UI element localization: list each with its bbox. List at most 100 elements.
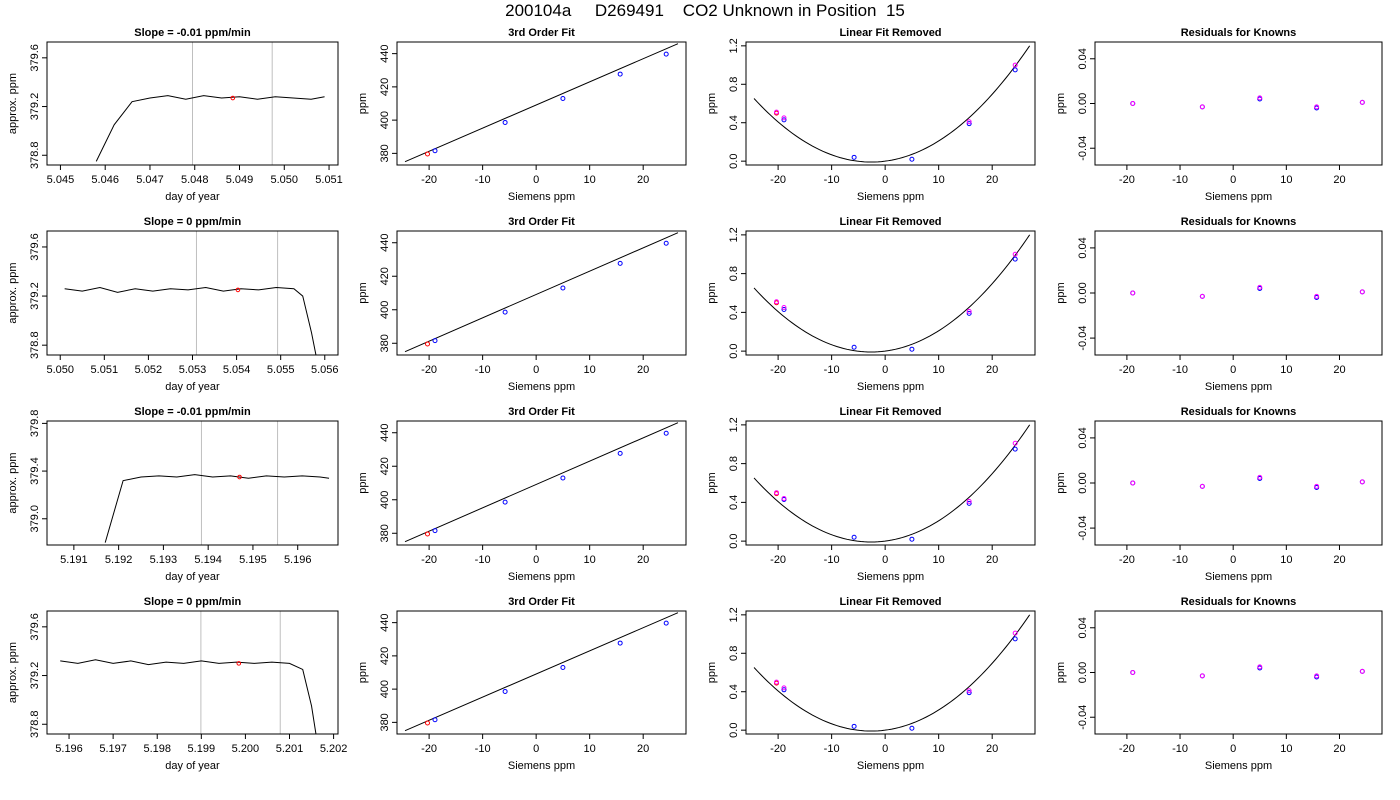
y-axis-label: approx. ppm [7, 642, 19, 703]
data-point [1012, 636, 1018, 642]
data-point [1314, 293, 1320, 299]
chart-title: Slope = 0 ppm/min [144, 216, 242, 228]
x-tick-label: 0 [533, 174, 539, 186]
data-point [1130, 101, 1136, 106]
fit-line [404, 422, 679, 543]
y-axis-label: ppm [706, 662, 718, 683]
x-tick-label: 5.056 [311, 364, 339, 376]
x-tick-label: 0 [533, 743, 539, 755]
plot-frame [1094, 230, 1383, 356]
y-tick-label: 0.0 [728, 723, 740, 738]
x-tick-label: 5.050 [46, 364, 74, 376]
data-point [1314, 483, 1320, 489]
data-point [663, 620, 669, 626]
data-point [774, 299, 780, 305]
x-tick-label: -10 [475, 554, 491, 566]
fit-curve [753, 424, 1031, 543]
x-tick-label: 5.051 [315, 174, 343, 186]
data-point [909, 156, 915, 162]
plot-frame [396, 610, 687, 735]
plot-frame [1094, 610, 1383, 735]
y-tick-label: 420 [379, 647, 391, 665]
chart-panel-16: Residuals for Knowns -20 -10 0 10 20 -0.04 0.00… [1055, 596, 1383, 772]
x-tick-label: 5.193 [150, 554, 178, 566]
y-axis-label: ppm [357, 282, 369, 303]
data-point [966, 690, 972, 696]
plot-frame [745, 230, 1036, 356]
data-line [104, 474, 330, 543]
y-tick-label: 379.6 [29, 613, 41, 641]
data-point [781, 687, 787, 693]
data-point [966, 498, 972, 504]
data-point [560, 665, 566, 671]
y-axis-label: ppm [1055, 93, 1067, 114]
data-point [1012, 446, 1018, 452]
data-point [781, 305, 787, 311]
x-tick-label: -10 [824, 364, 840, 376]
plot-frame [745, 420, 1036, 546]
x-tick-label: 5.198 [143, 743, 171, 755]
fit-line [404, 43, 679, 163]
y-tick-label: 400 [379, 301, 391, 319]
y-tick-label: 0.00 [1077, 472, 1089, 493]
y-tick-label: 379.8 [29, 410, 41, 438]
y-axis-label: ppm [1055, 662, 1067, 683]
x-tick-label: 0 [1230, 554, 1236, 566]
data-point [1012, 256, 1018, 262]
data-point [617, 450, 623, 456]
y-tick-label: 380 [379, 144, 391, 162]
data-point [909, 725, 915, 731]
y-axis-label: ppm [357, 93, 369, 114]
y-tick-label: 440 [379, 613, 391, 631]
plot-area [1130, 95, 1365, 111]
x-tick-label: 5.202 [320, 743, 348, 755]
x-tick-label: -10 [1172, 174, 1188, 186]
x-tick-label: -10 [1172, 364, 1188, 376]
data-point [1314, 104, 1320, 110]
sample-mark [237, 474, 242, 480]
data-point [502, 309, 508, 315]
y-tick-label: 0.00 [1077, 662, 1089, 683]
data-line [60, 659, 317, 734]
data-point [781, 306, 787, 312]
x-tick-label: -10 [475, 174, 491, 186]
y-tick-label: 0.4 [728, 684, 740, 699]
x-tick-label: 0 [1230, 743, 1236, 755]
y-tick-label: 420 [379, 78, 391, 96]
plot-frame [46, 41, 339, 166]
y-tick-label: 0.0 [728, 533, 740, 548]
data-point [1199, 483, 1205, 489]
x-tick-label: 5.055 [267, 364, 295, 376]
chart-title: Linear Fit Removed [839, 216, 941, 228]
y-tick-label: 440 [379, 424, 391, 442]
x-tick-label: 20 [637, 174, 649, 186]
y-tick-label: 0.8 [728, 77, 740, 92]
data-point [1359, 668, 1365, 674]
data-point [663, 51, 669, 57]
x-tick-label: 10 [933, 743, 945, 755]
x-tick-label: 5.053 [179, 364, 207, 376]
data-point [1257, 95, 1263, 101]
x-axis-label: Siemens ppm [508, 381, 575, 393]
x-axis-label: Siemens ppm [857, 381, 924, 393]
x-axis-label: Siemens ppm [1205, 191, 1272, 203]
data-point [1359, 289, 1365, 295]
y-tick-label: 380 [379, 713, 391, 731]
y-tick-label: 0.0 [728, 154, 740, 169]
data-point [1314, 673, 1320, 679]
y-tick-label: 380 [379, 524, 391, 542]
y-tick-label: 1.2 [728, 38, 740, 53]
data-point [560, 475, 566, 481]
x-tick-label: 20 [986, 174, 998, 186]
chart-panel-5: Slope = 0 ppm/min 5.050 5.051 5.052 5.053 5.0… [7, 216, 339, 393]
chart-title: 3rd Order Fit [508, 596, 575, 608]
data-point [1359, 479, 1365, 485]
plot-area [404, 422, 679, 543]
x-tick-label: -10 [1172, 743, 1188, 755]
plot-frame [396, 420, 687, 546]
y-tick-label: 0.4 [728, 495, 740, 510]
data-point [1257, 664, 1263, 670]
y-tick-label: -0.04 [1077, 705, 1089, 730]
x-axis-label: day of year [165, 571, 220, 583]
y-tick-label: 0.4 [728, 305, 740, 320]
